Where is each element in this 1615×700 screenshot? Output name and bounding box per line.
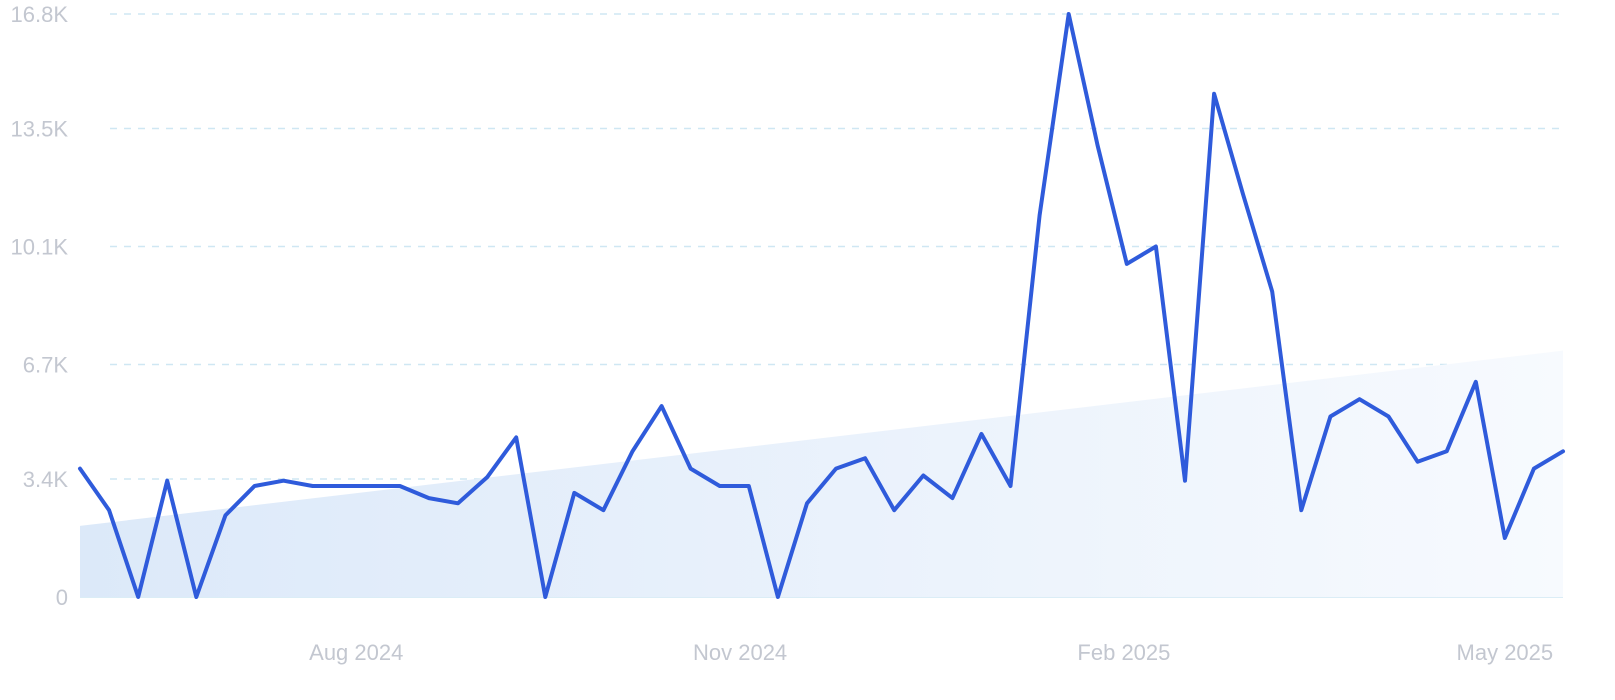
y-axis: 0 3.4K 6.7K 10.1K 13.5K 16.8K (11, 2, 69, 610)
y-tick-label: 3.4K (23, 467, 69, 492)
x-tick-label: May 2025 (1457, 640, 1554, 665)
series-line (78, 12, 1565, 599)
y-tick-label: 13.5K (11, 117, 69, 142)
trend-area-shape (80, 350, 1563, 597)
x-axis: Aug 2024 Nov 2024 Feb 2025 May 2025 (309, 640, 1553, 665)
series (78, 12, 1565, 599)
x-tick-label: Aug 2024 (309, 640, 403, 665)
y-tick-label: 0 (56, 585, 68, 610)
trend-area (80, 350, 1563, 597)
y-tick-label: 6.7K (23, 352, 69, 377)
y-tick-label: 16.8K (11, 2, 69, 27)
x-tick-label: Feb 2025 (1077, 640, 1170, 665)
y-tick-label: 10.1K (11, 235, 69, 260)
x-tick-label: Nov 2024 (693, 640, 787, 665)
